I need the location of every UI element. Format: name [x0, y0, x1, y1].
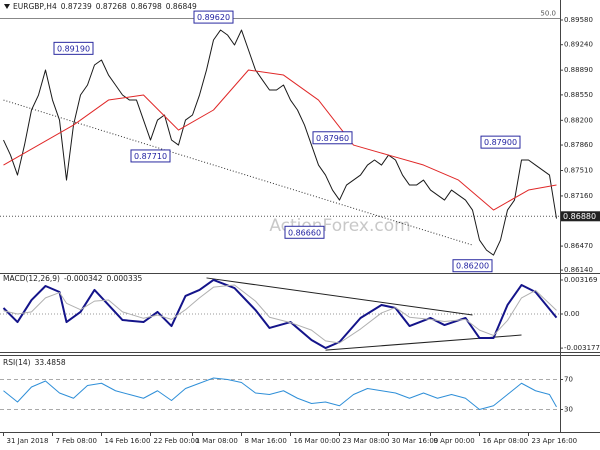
- y-tick-label: 0.89240: [564, 41, 593, 49]
- x-tick-label: 14 Feb 16:00: [105, 437, 151, 445]
- ohlc-value: 0.86849: [166, 2, 197, 11]
- x-tick-label: 1 Mar 08:00: [196, 437, 238, 445]
- y-tick-label: -0.003177: [564, 344, 600, 352]
- panel-title: EURGBP,H4: [13, 2, 57, 11]
- y-tick-label: 0.88200: [564, 116, 593, 124]
- y-tick-label: 0.00: [564, 310, 580, 318]
- price-annotation: 0.86200: [456, 262, 489, 271]
- x-tick-label: 30 Mar 16:00: [392, 437, 439, 445]
- x-tick-label: 22 Feb 00:00: [154, 437, 200, 445]
- trend-line: [206, 277, 473, 316]
- series-line: [3, 29, 557, 256]
- x-tick-label: 16 Apr 08:00: [483, 437, 529, 445]
- current-value: 33.4858: [35, 358, 66, 367]
- price-annotation: 0.89190: [57, 44, 90, 53]
- price-label-box: [561, 211, 600, 222]
- price-annotation-box: [193, 10, 234, 24]
- y-tick-label: 0.87510: [564, 166, 593, 174]
- price-annotation-box: [480, 135, 521, 149]
- x-tick-label: 23 Apr 16:00: [532, 437, 578, 445]
- price-annotation-box: [284, 225, 325, 239]
- y-tick-label: 0.88890: [564, 66, 593, 74]
- panel-title: RSI(14): [3, 358, 31, 367]
- x-tick-label: 7 Feb 08:00: [56, 437, 97, 445]
- series-line: [3, 69, 557, 211]
- trend-line: [3, 99, 473, 246]
- series-line: [3, 377, 557, 410]
- y-tick-label: 0.86470: [564, 242, 593, 250]
- price-annotation-box: [452, 259, 493, 273]
- panel-header: MACD(12,26,9) -0.000342 0.000335: [3, 274, 142, 283]
- ohlc-value: 0.87239: [61, 2, 92, 11]
- price-annotation: 0.87710: [134, 152, 167, 161]
- level-label: 50.0: [540, 10, 556, 18]
- price-annotation: 0.87900: [484, 138, 517, 147]
- y-tick-label: 0.003169: [564, 276, 597, 284]
- symbol-icon: [4, 4, 10, 9]
- x-tick-label: 31 Jan 2018: [7, 437, 49, 445]
- y-tick-label: 0.87860: [564, 141, 593, 149]
- x-tick-label: 9 Apr 00:00: [434, 437, 475, 445]
- x-tick-label: 16 Mar 00:00: [294, 437, 341, 445]
- panel-title: MACD(12,26,9): [3, 274, 60, 283]
- ohlc-value: 0.86798: [131, 2, 162, 11]
- price-annotation-box: [312, 131, 353, 145]
- series-line: [3, 284, 557, 344]
- ohlc-value: 0.87268: [96, 2, 127, 11]
- y-tick-label: 0.88550: [564, 91, 593, 99]
- y-tick-label: 0.86140: [564, 266, 593, 274]
- y-tick-label: 0.87160: [564, 192, 593, 200]
- x-tick-label: 23 Mar 08:00: [343, 437, 390, 445]
- panel-header: RSI(14) 33.4858: [3, 358, 66, 367]
- current-value: -0.000342: [64, 274, 103, 283]
- price-label: 0.86880: [563, 212, 596, 221]
- frame: [0, 0, 600, 433]
- y-tick-label: 30: [564, 406, 573, 414]
- price-annotation: 0.87960: [316, 134, 349, 143]
- price-annotation: 0.89620: [197, 13, 230, 22]
- current-value: 0.000335: [106, 274, 142, 283]
- price-annotation: 0.86660: [288, 228, 321, 237]
- x-tick-label: 8 Mar 16:00: [245, 437, 287, 445]
- price-annotation-box: [130, 149, 171, 163]
- y-tick-label: 70: [564, 376, 573, 384]
- price-annotation-box: [53, 41, 94, 55]
- panel-header: EURGBP,H4 0.87239 0.87268 0.86798 0.86849: [13, 2, 197, 11]
- y-tick-label: 0.89580: [564, 16, 593, 24]
